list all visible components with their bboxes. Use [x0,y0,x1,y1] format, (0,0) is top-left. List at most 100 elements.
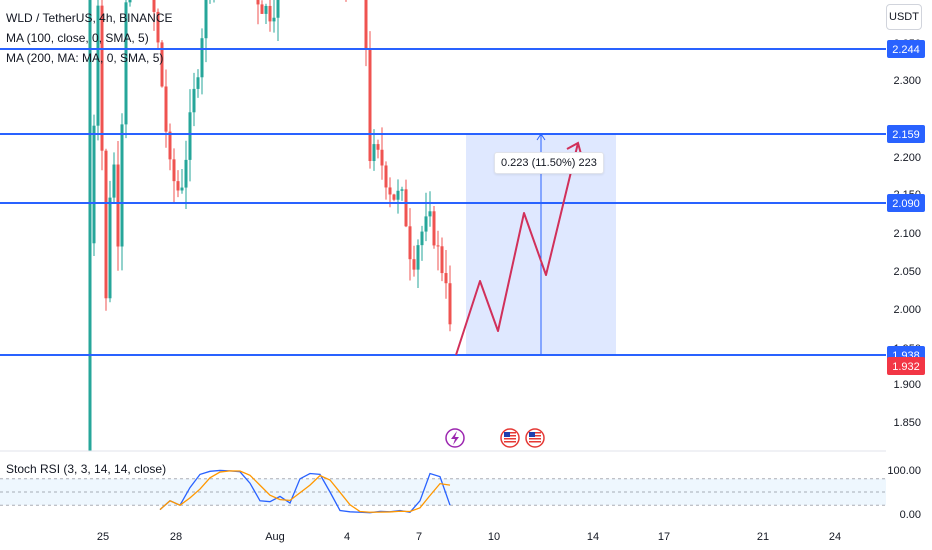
level-badge [887,125,925,143]
candle-body [108,197,112,299]
candle-body [440,246,444,274]
candle-body [168,131,172,160]
us-flag-icon[interactable] [500,428,520,448]
ma200-label[interactable]: MA (200, MA: MA, 0, SMA, 5) [6,51,164,65]
price-tick: 1.850 [893,417,921,429]
candle-body [152,0,156,12]
candle-body [380,149,384,166]
level-lines [0,48,886,356]
time-tick: 4 [344,531,350,543]
projection-arrowhead [566,141,582,155]
candle-body [272,17,276,22]
ma100-label[interactable]: MA (100, close, 0, SMA, 5) [6,31,149,45]
candle-body [432,211,436,246]
candle-body [396,190,400,200]
stoch-rsi-pane: 100.00 0.00 [0,465,921,521]
candle-body [156,11,160,43]
candle-body [256,0,260,5]
currency-button[interactable]: USDT [886,4,922,30]
time-tick: 24 [829,531,841,543]
candle-body [124,2,128,125]
stoch-d-line [159,470,451,513]
time-tick: 28 [170,531,182,543]
candle-body [200,38,204,78]
candle-body [408,226,412,260]
candle-body [188,112,192,160]
time-tick: 7 [416,531,422,543]
lightning-icon[interactable] [445,428,465,448]
candle-body [184,159,188,188]
level-badge-label: 2.159 [892,129,920,141]
osc-tick: 100.00 [887,465,921,477]
candle-body [104,150,108,299]
price-tick: 2.300 [893,75,921,87]
candle-body [420,231,424,246]
candle-body [364,0,368,50]
candle-body [276,0,280,18]
candle-body [172,159,176,182]
candle-body [368,49,372,162]
candle-body [268,5,272,22]
candle-body [176,181,180,191]
candle-body [260,4,264,14]
candle-body [388,187,392,195]
candle-body [412,259,416,270]
time-tick: 17 [658,531,670,543]
osc-tick: 0.00 [900,509,921,521]
us-flag-icon[interactable] [525,428,545,448]
candle-body [120,124,124,247]
time-tick: 25 [97,531,109,543]
candle-body [196,77,200,89]
candle-body [424,216,428,232]
time-tick: 21 [757,531,769,543]
price-tick: 2.050 [893,266,921,278]
candle-body [100,5,104,151]
candle-body [264,5,268,14]
price-tick: 2.000 [893,304,921,316]
time-tick: 10 [488,531,500,543]
candle-body [444,273,448,284]
candle-body [92,125,96,244]
current-price-label: 1.932 [892,361,920,373]
price-tick: 1.900 [893,379,921,391]
time-tick: 14 [587,531,599,543]
current-price-badge [887,357,925,375]
candle-body [128,0,132,3]
candle-body [400,189,404,191]
candle-body [192,88,196,113]
candle-body [112,164,116,198]
measure-label: 0.223 (11.50%) 223 [494,152,604,174]
candle-body [164,86,168,132]
candle-body [436,245,440,247]
oscillator-label[interactable]: Stoch RSI (3, 3, 14, 14, close) [6,462,167,476]
price-tick: 2.100 [893,228,921,240]
level-badge-label: 2.090 [892,198,920,210]
candle-body [384,165,388,188]
candle-body [448,283,452,325]
candle-body [416,245,420,270]
symbol-title[interactable]: WLD / TetherUS, 4h, BINANCE [6,11,173,25]
candle-body [96,5,100,126]
candle-body [160,42,164,87]
candle-body [428,211,432,217]
level-badge [887,194,925,212]
legend: WLD / TetherUS, 4h, BINANCE MA (100, clo… [6,8,173,68]
candles-group [88,0,452,451]
candle-body [404,189,408,227]
candle-body [204,0,208,39]
event-icons[interactable] [445,428,545,448]
price-tick: 2.200 [893,152,921,164]
projection-path[interactable] [455,142,579,356]
level-badge-label: 2.244 [892,44,920,56]
candle-body [392,194,396,200]
candle-body [116,164,120,247]
level-badge [887,40,925,58]
candle-body [376,144,380,150]
candle-body [180,187,184,191]
time-axis[interactable]: 25 28 Aug 4 7 10 14 17 21 24 [97,531,841,543]
candle-body [372,144,376,162]
time-tick: Aug [265,531,285,543]
measure-arrowhead [536,133,546,141]
